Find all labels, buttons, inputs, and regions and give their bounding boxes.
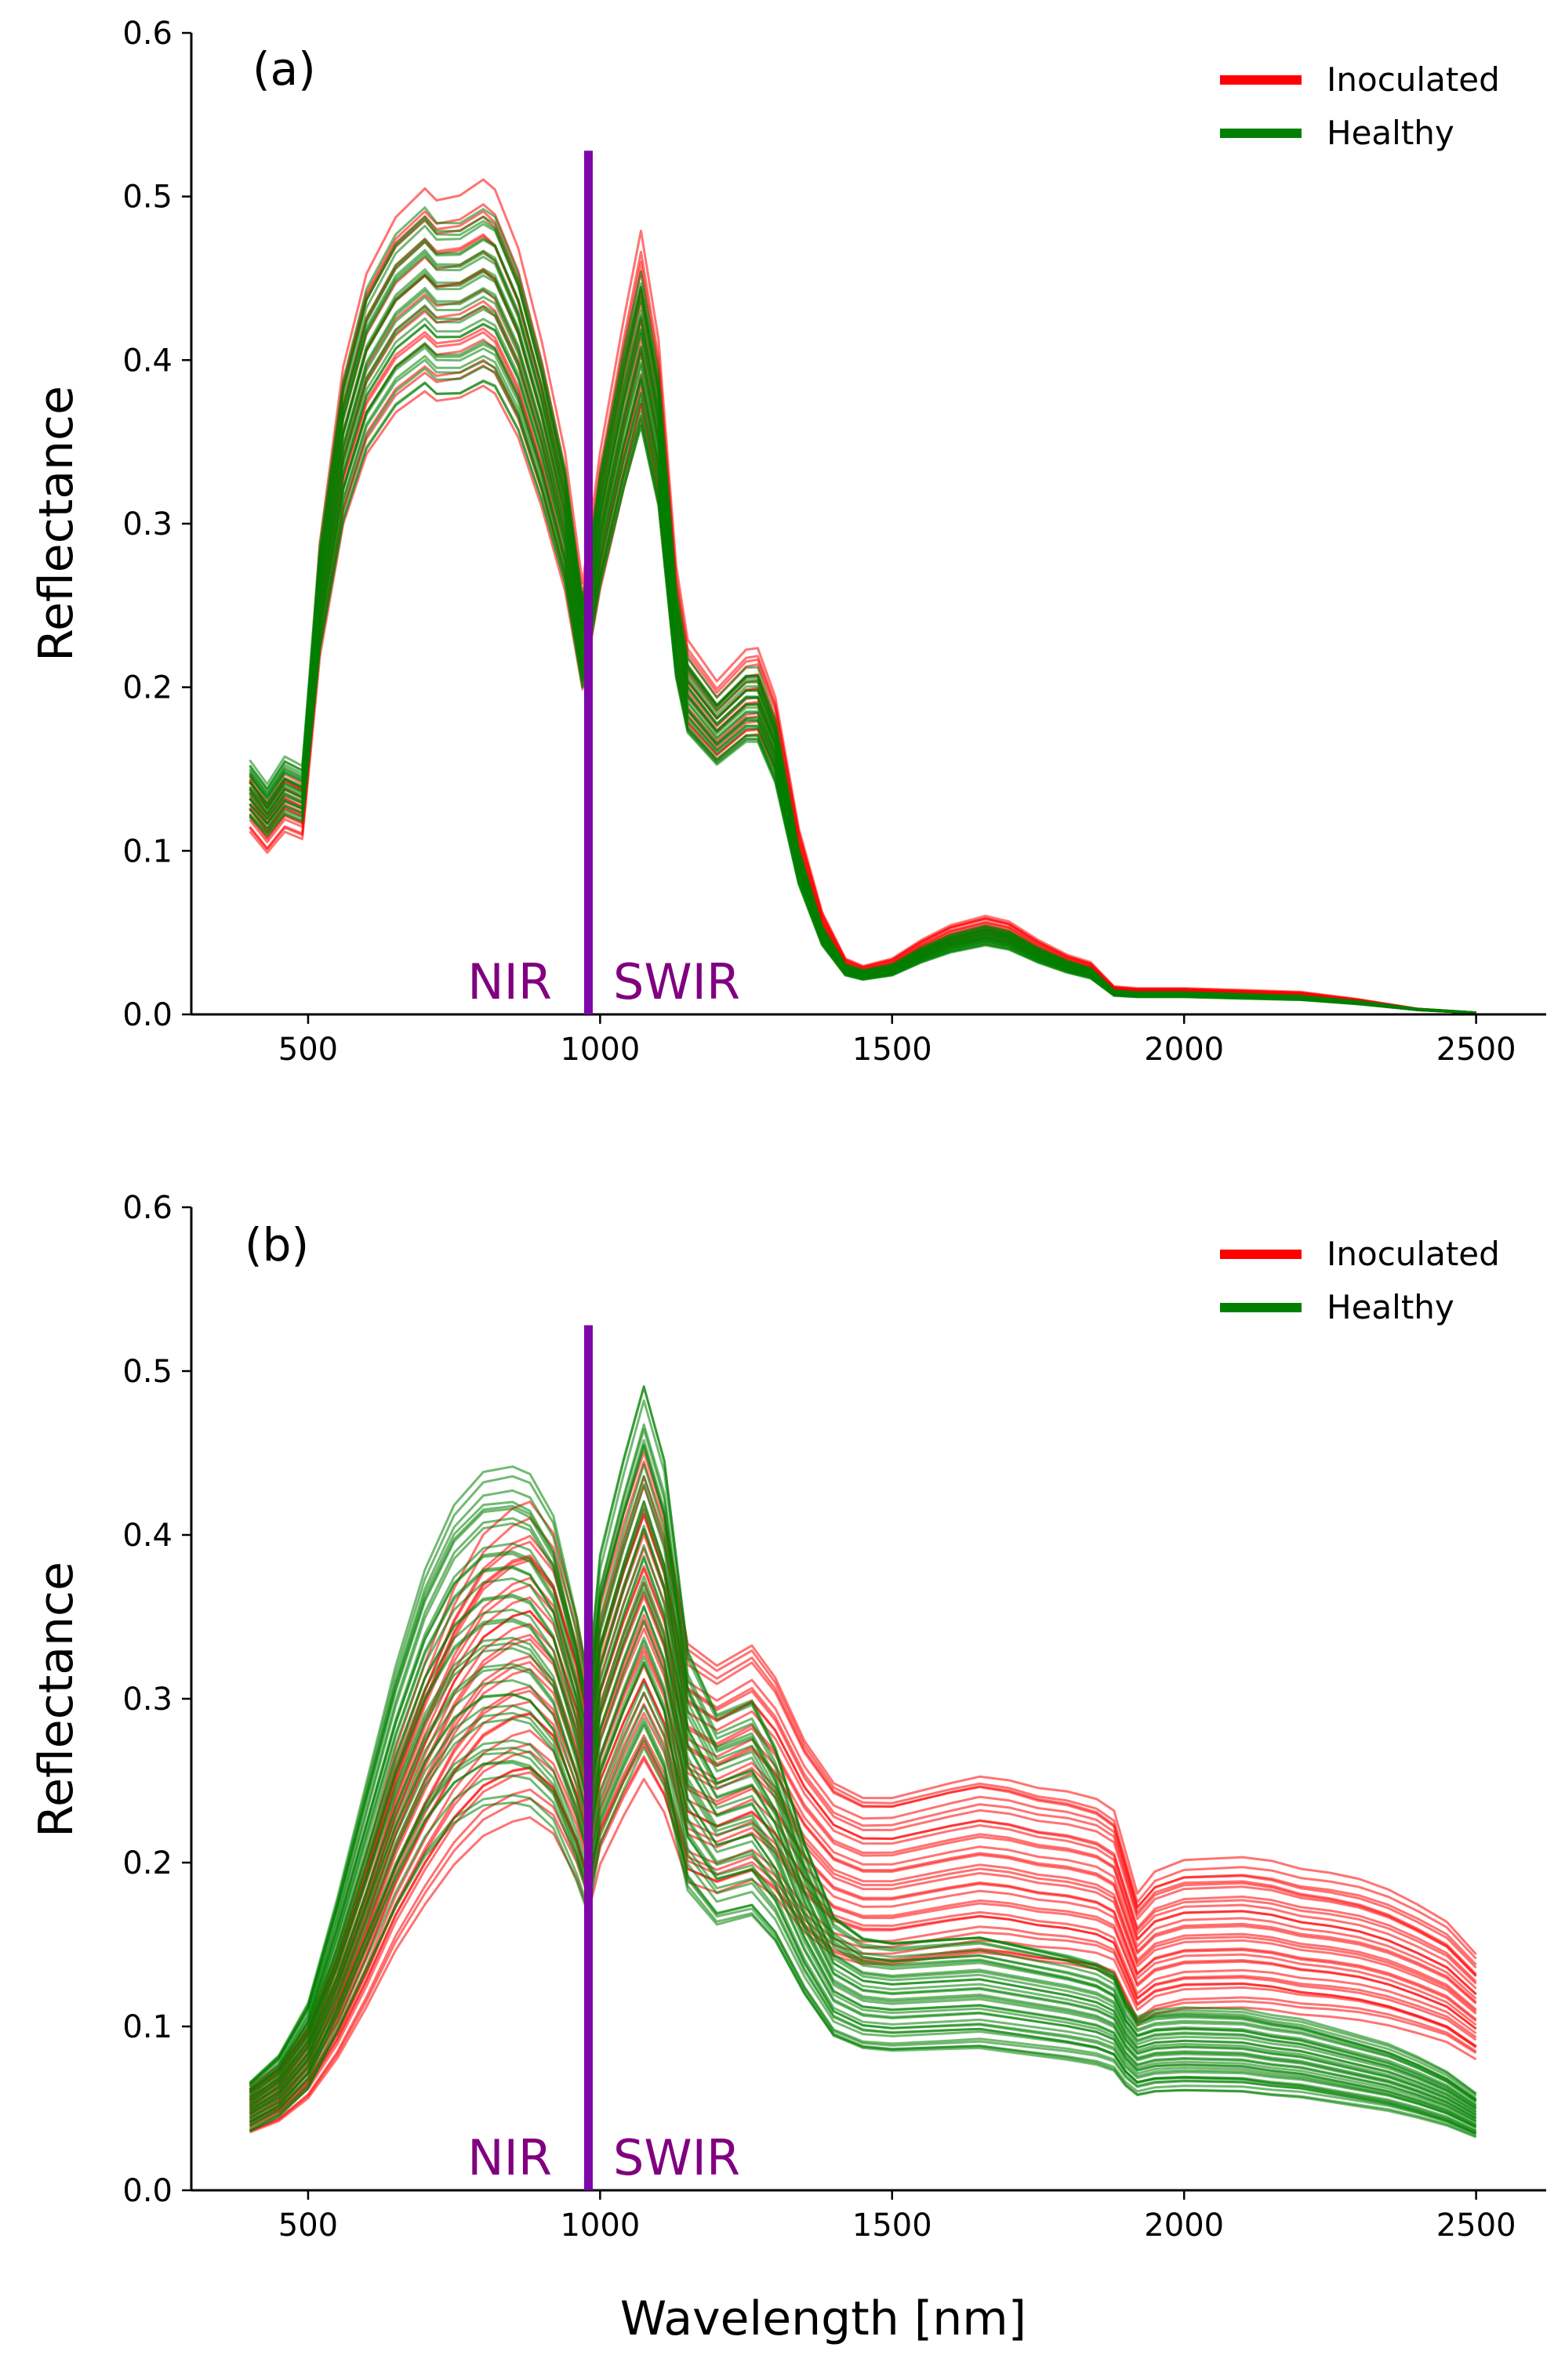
- legend-label-inoculated: Inoculated: [1327, 1235, 1500, 1273]
- y-tick-label: 0.6: [122, 1190, 172, 1226]
- healthy-spectrum: [249, 1384, 1477, 2095]
- inoculated-spectrum: [249, 1528, 1477, 2099]
- panel-a-legend: Inoculated Healthy: [1220, 60, 1500, 152]
- healthy-spectrum: [249, 1681, 1477, 2131]
- healthy-spectrum: [249, 206, 1476, 1014]
- panel-a-ticks: 500 1000 1500 2000 2500 0.0 0.1 0.2 0.3 0.4 0.5 0.6: [122, 16, 1516, 1068]
- panel-a-label: (a): [252, 42, 316, 96]
- healthy-spectrum: [249, 1655, 1477, 2128]
- y-tick-label: 0.4: [122, 1518, 172, 1554]
- x-tick-label: 1000: [560, 1032, 640, 1068]
- x-tick-label: 1000: [560, 2208, 640, 2244]
- y-tick-label: 0.3: [122, 1682, 172, 1718]
- inoculated-spectrum: [249, 178, 1476, 1014]
- healthy-spectrum: [249, 1508, 1477, 2111]
- inoculated-spectrum: [249, 1475, 1477, 2092]
- healthy-spectrum: [249, 1475, 1477, 2107]
- y-tick-label: 0.1: [122, 833, 172, 869]
- inoculated-spectrum: [249, 1645, 1477, 2114]
- y-tick-label: 0.0: [122, 2173, 172, 2209]
- healthy-spectrum: [249, 1724, 1477, 2135]
- y-tick-label: 0.1: [122, 2009, 172, 2045]
- panel-a-swir-label: SWIR: [613, 953, 740, 1010]
- healthy-spectrum: [249, 1737, 1477, 2138]
- legend-label-healthy: Healthy: [1327, 1288, 1454, 1326]
- healthy-spectrum: [249, 1661, 1477, 2128]
- healthy-spectrum: [249, 1721, 1477, 2135]
- inoculated-spectrum: [249, 1506, 1477, 2093]
- healthy-spectrum: [249, 1605, 1477, 2122]
- inoculated-spectrum: [249, 1627, 1477, 2112]
- x-tick-label: 500: [278, 2208, 338, 2244]
- panel-b-y-axis-title: Reflectance: [29, 1562, 84, 1838]
- inoculated-spectrum: [249, 1547, 1477, 2100]
- healthy-spectrum: [249, 1524, 1477, 2113]
- panel-a: 500 1000 1500 2000 2500 0.0 0.1 0.2 0.3 0.4 0.5 0.6…: [29, 16, 1546, 1068]
- y-tick-label: 0.4: [122, 343, 172, 379]
- x-tick-label: 2000: [1144, 1032, 1224, 1068]
- y-tick-label: 0.5: [122, 1354, 172, 1390]
- healthy-spectrum: [249, 1544, 1477, 2115]
- x-tick-label: 2500: [1436, 1032, 1516, 1068]
- x-tick-label: 1500: [852, 2208, 932, 2244]
- panel-a-curves: [249, 178, 1476, 1014]
- y-tick-label: 0.2: [122, 1845, 172, 1881]
- y-tick-label: 0.5: [122, 180, 172, 216]
- healthy-spectrum: [249, 1445, 1477, 2102]
- x-tick-label: 1500: [852, 1032, 932, 1068]
- panel-b-swir-label: SWIR: [613, 2129, 740, 2186]
- legend-label-healthy: Healthy: [1327, 114, 1454, 152]
- x-tick-label: 2000: [1144, 2208, 1224, 2244]
- inoculated-spectrum: [249, 1613, 1477, 2110]
- panel-b: 500 1000 1500 2000 2500 0.0 0.1 0.2 0.3 0.4 0.5 0.6…: [29, 1190, 1546, 2346]
- x-axis-title: Wavelength [nm]: [620, 2291, 1026, 2346]
- panel-b-ticks: 500 1000 1500 2000 2500 0.0 0.1 0.2 0.3 0.4 0.5 0.6: [122, 1190, 1516, 2244]
- legend-label-inoculated: Inoculated: [1327, 60, 1500, 99]
- x-tick-label: 2500: [1436, 2208, 1516, 2244]
- healthy-spectrum: [249, 1619, 1477, 2124]
- panel-a-y-axis-title: Reflectance: [29, 386, 84, 662]
- x-tick-label: 500: [278, 1032, 338, 1068]
- healthy-spectrum: [249, 1575, 1477, 2119]
- panel-b-nir-label: NIR: [467, 2129, 552, 2186]
- inoculated-spectrum: [249, 1460, 1477, 2090]
- panel-b-curves: [249, 1384, 1477, 2139]
- panel-a-nir-label: NIR: [467, 953, 552, 1010]
- healthy-spectrum: [249, 1439, 1477, 2102]
- healthy-spectrum: [249, 1500, 1477, 2110]
- y-tick-label: 0.0: [122, 997, 172, 1033]
- healthy-spectrum: [249, 1555, 1477, 2117]
- panel-b-label: (b): [245, 1218, 309, 1272]
- healthy-spectrum: [249, 1463, 1477, 2106]
- inoculated-spectrum: [249, 1580, 1477, 2105]
- healthy-spectrum: [249, 1636, 1477, 2126]
- y-tick-label: 0.3: [122, 506, 172, 542]
- y-tick-label: 0.6: [122, 16, 172, 52]
- healthy-spectrum: [249, 1423, 1477, 2100]
- healthy-spectrum: [249, 1588, 1477, 2121]
- y-tick-label: 0.2: [122, 670, 172, 706]
- panel-b-legend: Inoculated Healthy: [1220, 1235, 1500, 1326]
